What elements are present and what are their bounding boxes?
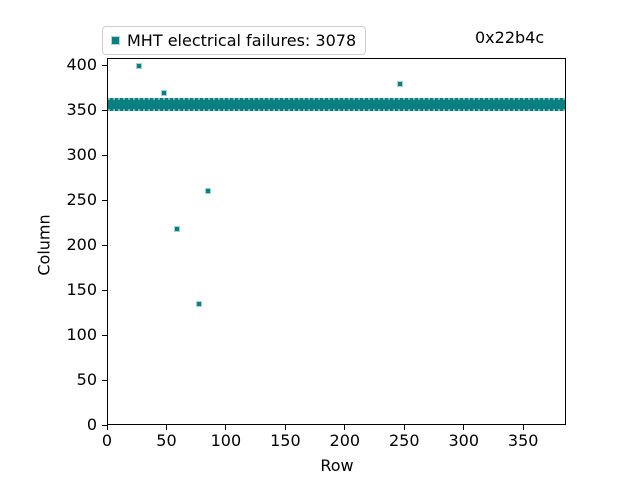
hex-annotation: 0x22b4c [475,28,545,47]
y-tick-mark [102,289,107,291]
x-tick-mark [344,425,346,430]
y-tick-label: 50 [76,370,97,390]
x-tick-label: 100 [210,431,242,450]
x-tick-mark [106,425,108,430]
y-tick-mark [102,109,107,111]
x-tick-mark [225,425,227,430]
x-tick-mark [284,425,286,430]
x-tick-label: 250 [388,431,420,450]
x-tick-mark [165,425,167,430]
x-tick-label: 300 [448,431,479,450]
legend-label: MHT electrical failures: 3078 [127,31,357,50]
y-tick-label: 400 [66,55,97,75]
x-tick-mark [403,425,405,430]
legend: MHT electrical failures: 3078 [102,26,367,55]
y-tick-mark [102,154,107,156]
data-point [162,91,167,96]
x-axis-label: Row [320,456,354,475]
y-tick-mark [102,64,107,66]
y-tick-label: 0 [86,415,97,434]
x-tick-label: 0 [101,431,113,450]
y-tick-label: 350 [66,100,97,120]
y-tick-label: 200 [66,235,97,255]
x-tick-mark [522,425,524,430]
data-point [397,82,402,87]
y-tick-label: 100 [66,325,97,345]
data-point [175,226,180,231]
data-point [206,189,211,194]
plot-area [107,58,566,425]
y-tick-label: 150 [66,280,97,300]
y-tick-mark [102,379,107,381]
x-tick-label: 200 [329,431,361,450]
data-point [196,302,201,307]
x-tick-label: 50 [156,431,177,450]
legend-marker-icon [112,37,119,44]
y-tick-label: 300 [66,145,97,165]
y-tick-mark [102,334,107,336]
x-tick-label: 150 [270,431,301,450]
y-tick-label: 250 [66,190,97,210]
y-tick-mark [102,199,107,201]
y-tick-mark [102,424,107,426]
failure-band [108,98,565,112]
y-tick-mark [102,244,107,246]
x-tick-label: 350 [507,431,539,450]
x-tick-mark [463,425,465,430]
data-point [137,64,142,69]
